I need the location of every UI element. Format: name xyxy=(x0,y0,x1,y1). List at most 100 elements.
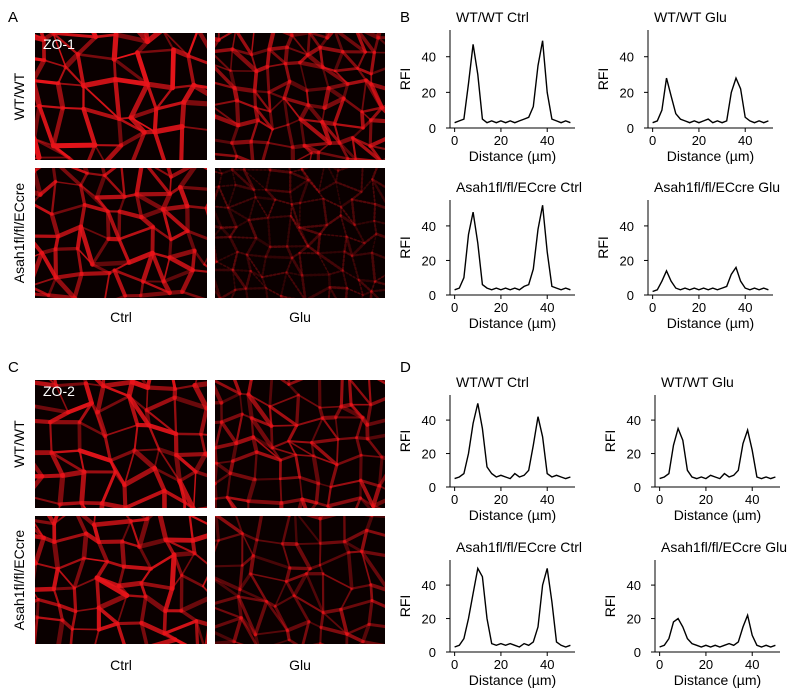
y-tick-label: 40 xyxy=(627,578,641,593)
cell-border xyxy=(394,500,399,518)
micrograph xyxy=(2,347,235,530)
cell-border xyxy=(392,53,396,66)
cell-border xyxy=(310,308,328,309)
x-tick-label: 0 xyxy=(656,492,663,507)
cell-border xyxy=(164,611,165,634)
cell-border xyxy=(371,120,397,122)
cell-border xyxy=(209,642,234,644)
y-tick-label: 40 xyxy=(620,219,634,234)
cell-border xyxy=(251,142,253,163)
cell-border xyxy=(382,18,395,21)
cell-border xyxy=(70,652,93,653)
cell-border xyxy=(27,420,50,422)
x-tick-label: 40 xyxy=(540,300,554,315)
x-axis-label: Distance (µm) xyxy=(469,315,556,331)
cell-border xyxy=(227,308,249,309)
cell-border xyxy=(174,553,194,555)
cell-border xyxy=(355,295,363,315)
cell-border xyxy=(211,360,234,366)
chart-title: WT/WT Ctrl xyxy=(456,9,529,25)
cell-border xyxy=(42,475,63,476)
cell-border xyxy=(240,11,253,14)
cell-border xyxy=(209,139,212,154)
cell-border xyxy=(334,26,354,29)
cell-border xyxy=(12,141,21,165)
cell-border xyxy=(378,37,397,38)
cell-border xyxy=(31,1,54,33)
cell-border xyxy=(50,422,51,453)
cell-border xyxy=(218,299,221,311)
cell-border xyxy=(307,88,329,90)
cell-border xyxy=(130,355,155,359)
x-tick-label: 20 xyxy=(494,657,508,672)
cell-border xyxy=(232,372,252,379)
chart-title: Asah1fl/fl/ECcre Glu xyxy=(661,539,787,555)
cell-border xyxy=(298,515,308,516)
cell-border xyxy=(2,496,26,504)
panel-label: D xyxy=(400,359,411,376)
cell-border xyxy=(286,47,287,63)
cell-border xyxy=(97,578,99,608)
x-tick-label: 40 xyxy=(540,492,554,507)
cell-border xyxy=(75,298,105,304)
cell-border xyxy=(3,372,14,409)
x-tick-label: 20 xyxy=(692,300,706,315)
cell-border xyxy=(82,472,84,503)
column-label: Glu xyxy=(289,309,311,325)
cell-border xyxy=(371,585,372,601)
cell-border xyxy=(262,510,289,516)
cell-border xyxy=(368,358,369,374)
y-axis-label: RFI xyxy=(595,236,611,259)
cell-border xyxy=(309,353,319,372)
cell-border xyxy=(82,503,102,504)
x-axis-label: Distance (µm) xyxy=(667,315,754,331)
cell-border xyxy=(188,11,198,29)
cell-border xyxy=(235,510,263,512)
cell-border xyxy=(340,12,355,20)
cell-border xyxy=(143,2,172,10)
cell-border xyxy=(368,355,397,358)
cell-border xyxy=(163,206,187,209)
x-tick-label: 40 xyxy=(540,133,554,148)
cell-border xyxy=(393,174,402,192)
cell-border xyxy=(280,477,299,479)
cell-border xyxy=(211,83,214,106)
cell-border xyxy=(2,476,10,504)
y-tick-label: 40 xyxy=(422,50,436,65)
y-tick-label: 40 xyxy=(627,413,641,428)
cell-border xyxy=(66,8,84,13)
cell-border xyxy=(198,359,211,366)
x-tick-label: 40 xyxy=(738,133,752,148)
cell-border xyxy=(309,353,342,372)
y-axis-label: RFI xyxy=(602,595,618,618)
cell-border xyxy=(212,534,213,567)
cell-border xyxy=(20,348,32,362)
cell-border xyxy=(249,309,270,317)
cell-border xyxy=(342,353,343,373)
profile-line xyxy=(455,403,571,478)
cell-border xyxy=(218,349,227,381)
micrograph xyxy=(190,143,402,317)
cell-border xyxy=(211,64,214,83)
profile-line xyxy=(455,568,571,647)
cell-border xyxy=(394,262,397,270)
cell-border xyxy=(396,288,399,317)
cell-border xyxy=(328,308,345,314)
cell-border xyxy=(251,367,259,379)
cell-border xyxy=(170,177,171,194)
cell-border xyxy=(235,289,246,290)
cell-border xyxy=(162,2,171,30)
cell-border xyxy=(20,348,26,381)
cell-border xyxy=(118,8,143,10)
cell-border xyxy=(26,362,33,381)
cell-border xyxy=(260,364,270,367)
cell-border xyxy=(170,292,183,293)
row-label: Asah1fl/fl/ECcre xyxy=(11,183,27,284)
cell-border xyxy=(302,643,320,647)
cell-border xyxy=(362,112,363,128)
cell-border xyxy=(374,204,375,221)
cell-border xyxy=(389,137,399,152)
x-tick-label: 0 xyxy=(451,657,458,672)
cell-border xyxy=(253,163,262,164)
cell-border xyxy=(401,386,402,392)
